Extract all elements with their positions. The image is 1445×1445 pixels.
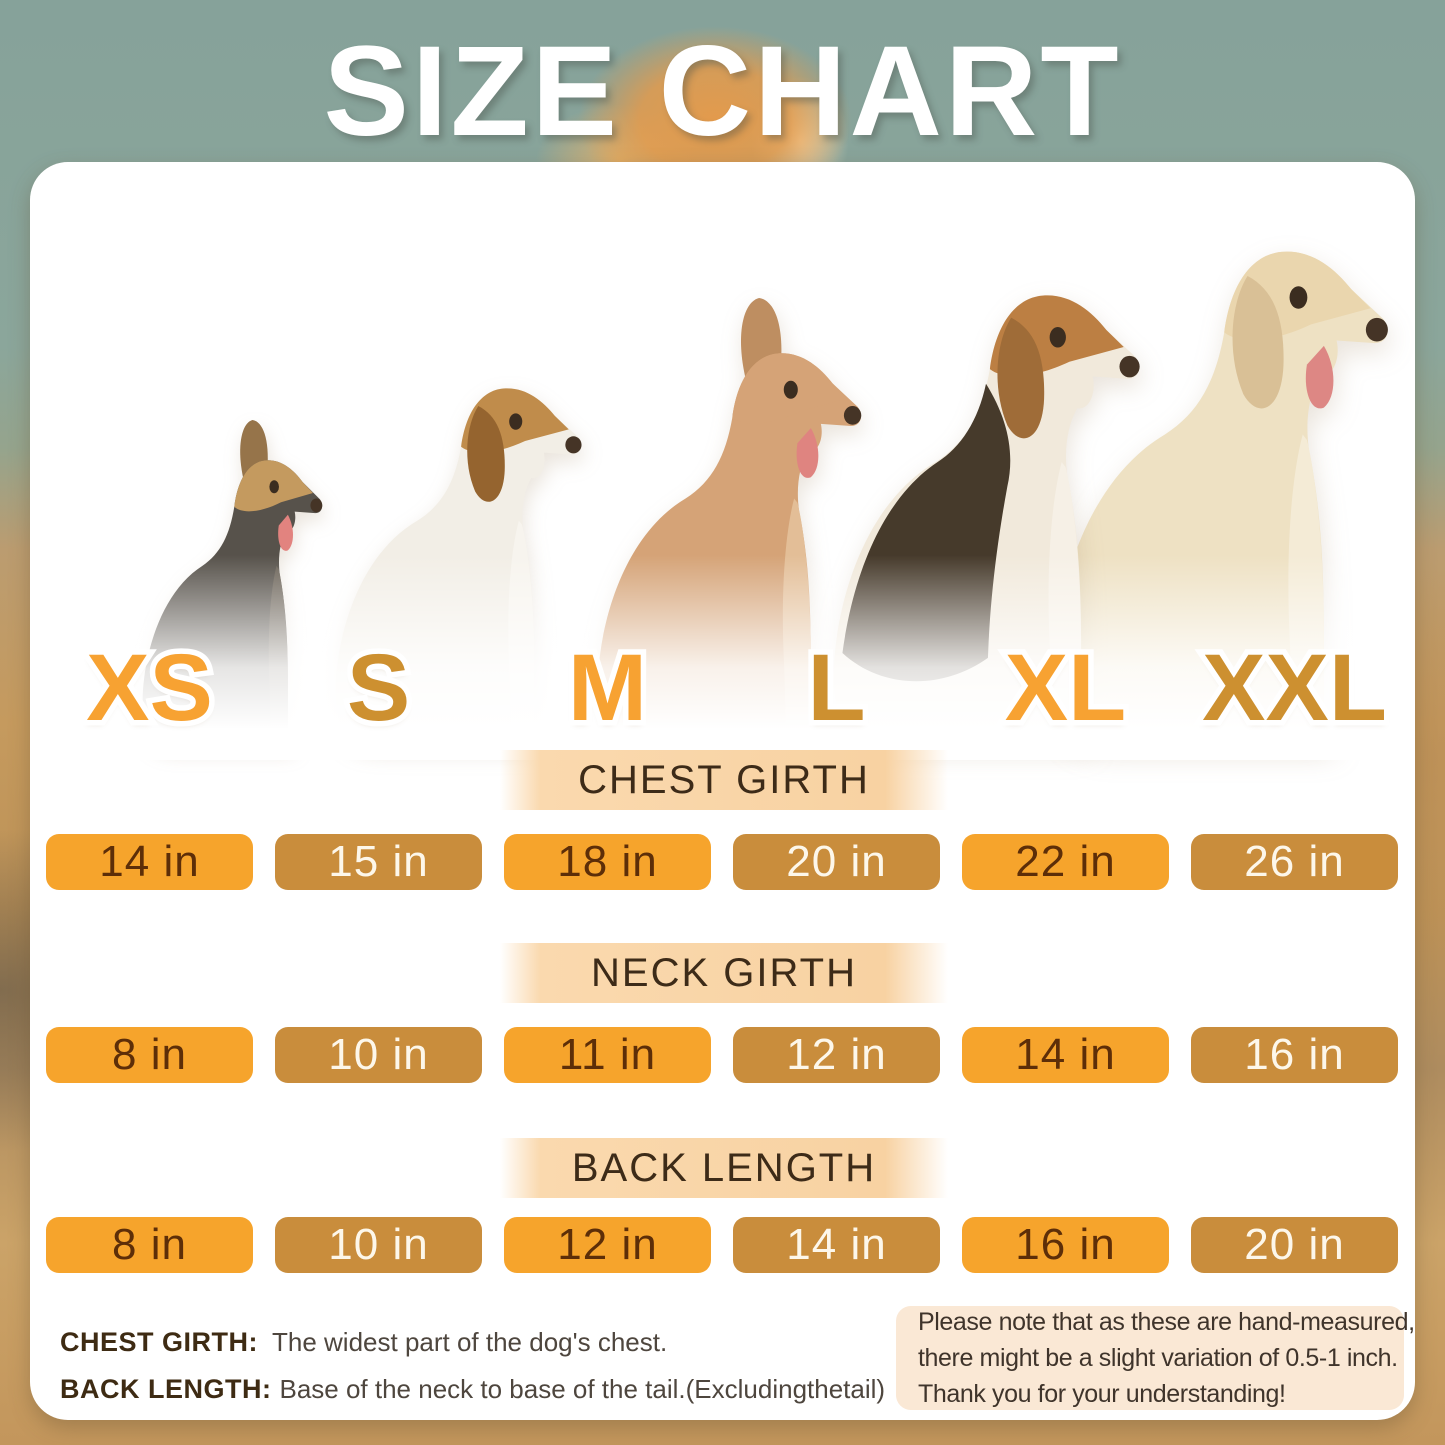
back-length-value-xs: 8 in — [46, 1217, 253, 1273]
neck-girth-values-row: 8 in 10 in 11 in 12 in 14 in 16 in — [46, 1027, 1398, 1083]
size-label-xs: XS — [86, 640, 213, 736]
section-header-label: BACK LENGTH — [571, 1145, 877, 1190]
section-header-label: NECK GIRTH — [591, 950, 857, 995]
disclaimer-line-3: Thank you for your understanding! — [918, 1380, 1286, 1408]
section-header-back-length: BACK LENGTH — [500, 1138, 948, 1198]
neck-girth-value-xs: 8 in — [46, 1027, 253, 1083]
page-title: SIZE CHART — [323, 20, 1122, 163]
back-length-value-xxl: 20 in — [1191, 1217, 1398, 1273]
neck-girth-value-s: 10 in — [275, 1027, 482, 1083]
size-label-l: L — [807, 640, 865, 736]
footnote-chest-girth: CHEST GIRTH: The widest part of the dog's… — [60, 1327, 667, 1358]
size-labels-row: XS S M L XL XXL — [46, 636, 1398, 740]
neck-girth-value-xxl: 16 in — [1191, 1027, 1398, 1083]
dog-bottom-fade — [30, 555, 1415, 760]
section-header-neck-girth: NECK GIRTH — [500, 943, 948, 1003]
chest-girth-value-xl: 22 in — [962, 834, 1169, 890]
section-header-chest-girth: CHEST GIRTH — [500, 750, 948, 810]
section-header-label: CHEST GIRTH — [578, 757, 870, 802]
footnote-back-length: BACK LENGTH: Base of the neck to base of … — [60, 1374, 885, 1405]
back-length-value-m: 12 in — [504, 1217, 711, 1273]
chest-girth-value-xs: 14 in — [46, 834, 253, 890]
back-length-value-s: 10 in — [275, 1217, 482, 1273]
chest-girth-values-row: 14 in 15 in 18 in 20 in 22 in 26 in — [46, 834, 1398, 890]
footnote-back-label: BACK LENGTH: — [60, 1374, 272, 1404]
size-label-xl: XL — [1005, 640, 1127, 736]
neck-girth-value-xl: 14 in — [962, 1027, 1169, 1083]
disclaimer-note-box: Please note that as these are hand-measu… — [896, 1306, 1415, 1410]
back-length-value-xl: 16 in — [962, 1217, 1169, 1273]
back-length-value-l: 14 in — [733, 1217, 940, 1273]
disclaimer-line-2: there might be a slight variation of 0.5… — [918, 1344, 1398, 1372]
chest-girth-value-s: 15 in — [275, 834, 482, 890]
size-label-s: S — [347, 640, 411, 736]
chest-girth-value-xxl: 26 in — [1191, 834, 1398, 890]
neck-girth-value-m: 11 in — [504, 1027, 711, 1083]
footnote-chest-text: The widest part of the dog's chest. — [272, 1327, 668, 1357]
chest-girth-value-m: 18 in — [504, 834, 711, 890]
back-length-values-row: 8 in 10 in 12 in 14 in 16 in 20 in — [46, 1217, 1398, 1273]
footnote-chest-label: CHEST GIRTH: — [60, 1327, 258, 1357]
neck-girth-value-l: 12 in — [733, 1027, 940, 1083]
disclaimer-line-1: Please note that as these are hand-measu… — [918, 1308, 1415, 1336]
chest-girth-value-l: 20 in — [733, 834, 940, 890]
size-label-xxl: XXL — [1202, 640, 1387, 736]
footnote-back-text: Base of the neck to base of the tail.(Ex… — [279, 1374, 886, 1404]
size-label-m: M — [568, 640, 647, 736]
